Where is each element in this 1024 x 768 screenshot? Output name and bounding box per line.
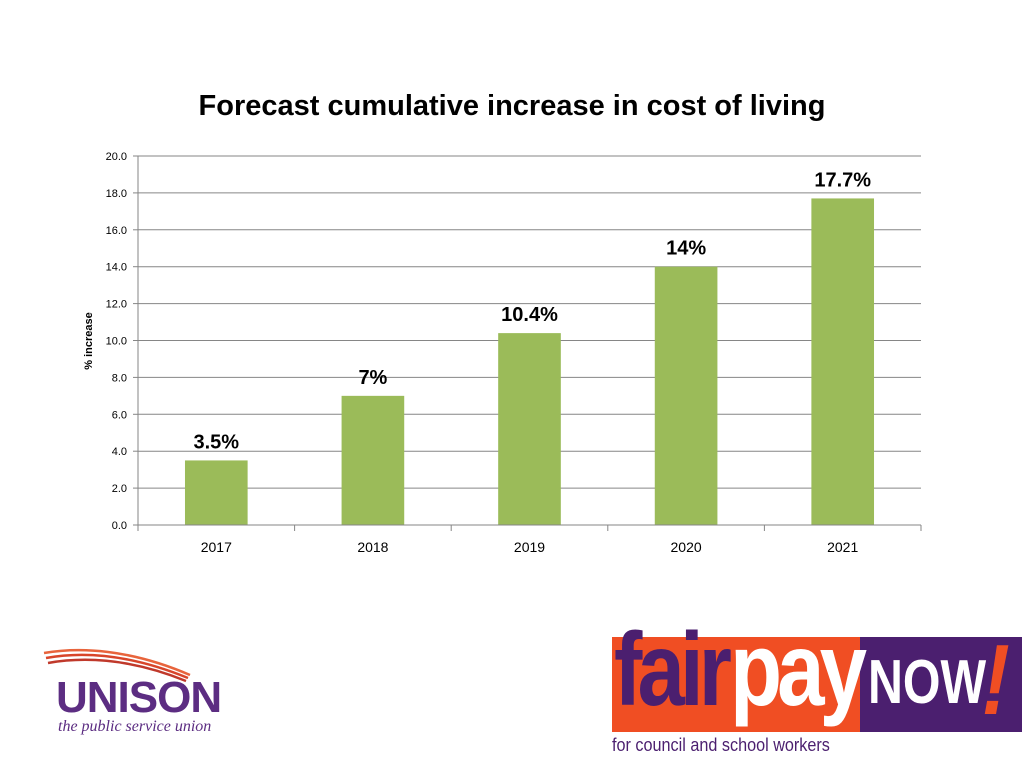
bar-2018	[341, 395, 405, 525]
bar-2021	[811, 198, 875, 525]
chart-title: Forecast cumulative increase in cost of …	[198, 90, 826, 122]
unison-tagline: the public service union	[58, 718, 212, 735]
fpn-now-text: NOW	[868, 648, 987, 717]
y-tick-label: 4.0	[112, 446, 127, 458]
y-tick-label: 14.0	[106, 262, 127, 274]
data-label-2021: 17.7%	[814, 169, 871, 191]
data-label-2020: 14%	[666, 238, 706, 260]
y-tick-label: 16.0	[106, 225, 127, 237]
y-tick-label: 2.0	[112, 483, 127, 495]
fpn-purple-block	[860, 637, 1022, 732]
unison-logo: UNISON the public service union	[40, 645, 240, 745]
bar-2017	[184, 460, 248, 525]
bar-2020	[654, 266, 718, 525]
fpn-tagline: for council and school workers	[612, 735, 830, 755]
fpn-pay-text: pay	[730, 612, 867, 728]
y-tick-label: 8.0	[112, 372, 127, 384]
fpn-orange-block	[612, 637, 860, 732]
x-tick-label: 2021	[827, 539, 858, 555]
x-tick-label: 2018	[357, 539, 388, 555]
bar-chart: 3.5% 7% 10.4% 14% 17.7% 0.0 2.0 4.0 6.0 8.0 10.0 1…	[83, 151, 922, 555]
y-tick-label: 12.0	[106, 299, 127, 311]
y-tick-label: 20.0	[106, 151, 127, 163]
y-axis-label: % increase	[83, 312, 95, 369]
bar-2019	[498, 333, 561, 525]
y-tick-label: 0.0	[112, 520, 127, 532]
fair-pay-now-logo: fair pay NOW ! for council and school wo…	[612, 618, 1022, 757]
y-tick-label: 18.0	[106, 188, 127, 200]
data-label-2019: 10.4%	[501, 304, 558, 326]
x-tick-label: 2017	[201, 539, 232, 555]
x-tick-label: 2019	[514, 539, 545, 555]
unison-wordmark: UNISON	[56, 673, 222, 722]
unison-swoosh-icon	[43, 648, 191, 683]
x-tick-label: 2020	[671, 539, 702, 555]
fpn-fair-text: fair	[614, 612, 732, 728]
y-tick-label: 6.0	[112, 409, 127, 421]
data-label-2017: 3.5%	[194, 431, 240, 453]
y-tick-label: 10.0	[106, 336, 127, 348]
data-label-2018: 7%	[358, 367, 387, 389]
